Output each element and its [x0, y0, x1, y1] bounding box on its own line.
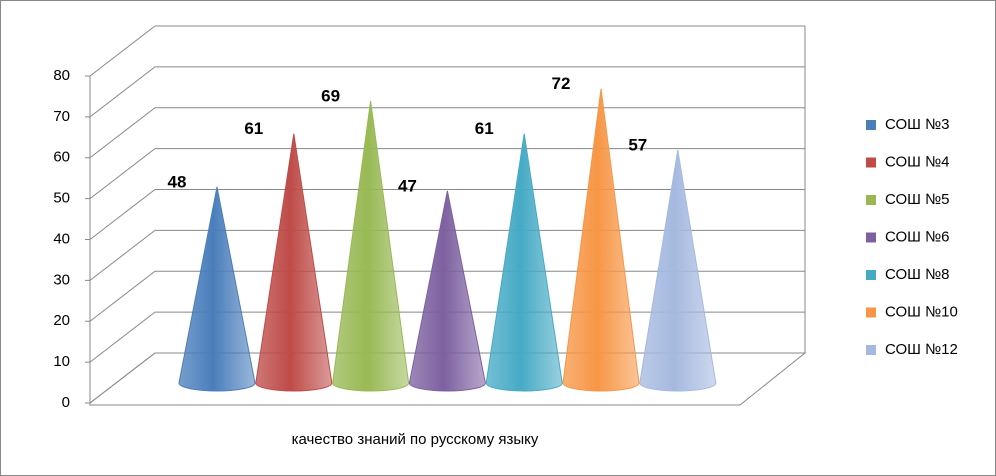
legend-label: СОШ №6 [885, 228, 950, 245]
grid-line [89, 66, 805, 118]
data-label: 57 [628, 135, 647, 154]
y-tick-label: 0 [62, 394, 70, 411]
data-label: 61 [475, 119, 494, 138]
cone [255, 133, 333, 392]
y-tick-label: 20 [53, 312, 70, 329]
data-label: 69 [321, 86, 340, 105]
legend-label: СОШ №5 [885, 191, 950, 208]
legend-swatch [866, 270, 876, 280]
legend-swatch [866, 345, 876, 355]
y-tick-label: 70 [53, 108, 70, 125]
legend-label: СОШ №3 [885, 116, 950, 133]
legend-swatch [866, 307, 876, 318]
y-tick-label: 10 [53, 353, 70, 370]
grid-line [89, 25, 805, 77]
y-tick-label: 50 [53, 190, 70, 207]
y-tick-label: 80 [53, 67, 70, 84]
grid-line [89, 107, 805, 159]
y-tick-label: 40 [53, 230, 70, 247]
legend-swatch [866, 195, 876, 205]
cone [408, 190, 486, 392]
data-label: 61 [244, 119, 263, 138]
data-label: 48 [168, 172, 187, 191]
data-label: 72 [552, 74, 571, 93]
y-tick-label: 60 [53, 149, 70, 166]
cone [562, 88, 640, 392]
legend-swatch [866, 120, 876, 130]
legend-swatch [866, 232, 876, 243]
x-category-label: качество знаний по русскому языку [292, 431, 539, 448]
grid-line [89, 148, 805, 200]
data-label: 47 [398, 176, 417, 195]
legend-label: СОШ №12 [885, 341, 958, 358]
legend-swatch [866, 157, 876, 168]
y-tick-label: 30 [53, 271, 70, 288]
cone [178, 186, 256, 392]
cone [485, 133, 563, 392]
cone [332, 100, 410, 392]
legend-label: СОШ №4 [885, 153, 950, 170]
legend-label: СОШ №8 [885, 266, 950, 283]
cone [639, 149, 717, 392]
legend-label: СОШ №10 [885, 303, 958, 320]
